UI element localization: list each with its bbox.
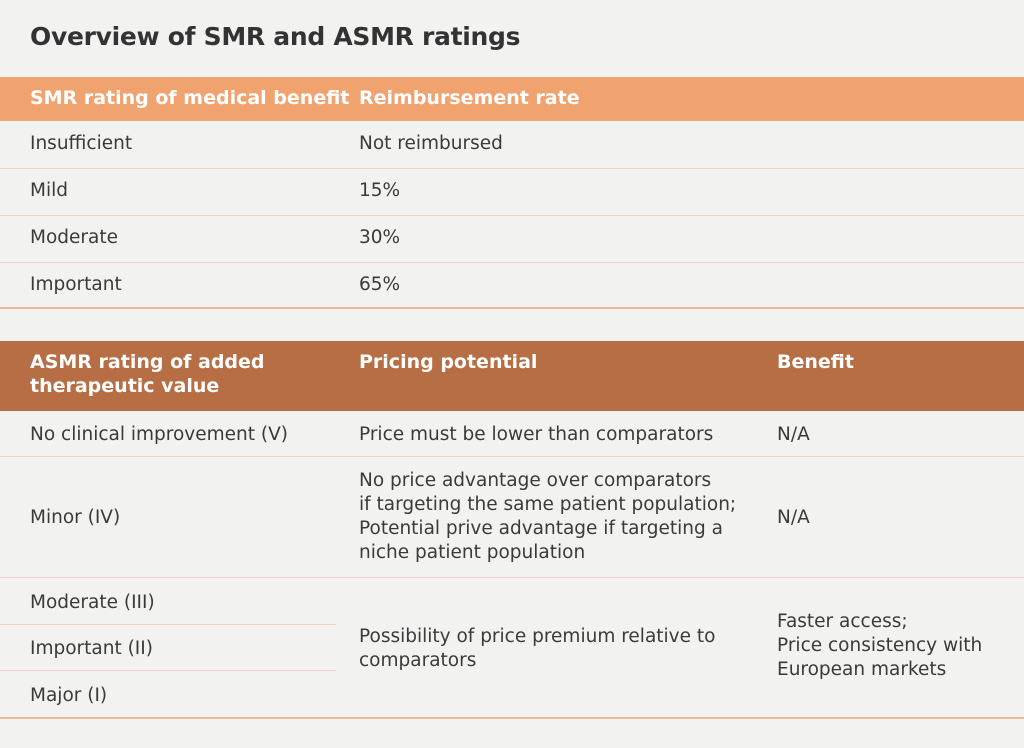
row-divider	[0, 168, 1024, 169]
table-row: Mild 15%	[0, 168, 1024, 215]
asmr-rating: Important (II)	[30, 638, 153, 659]
table-bottom-border	[0, 307, 1024, 309]
smr-rate: 65%	[359, 274, 401, 295]
asmr-rating: No clinical improvement (V)	[30, 424, 288, 445]
benefit-line: Faster access;	[777, 611, 908, 632]
row-divider	[0, 670, 336, 671]
smr-rate: Not reimbursed	[359, 133, 503, 154]
asmr-pricing: Possibility of price premium relative to…	[359, 625, 715, 673]
asmr-benefit: Faster access; Price consistency with Eu…	[777, 610, 982, 682]
pricing-line: if targeting the same patient population…	[359, 494, 737, 515]
row-divider	[0, 262, 1024, 263]
row-divider	[0, 215, 1024, 216]
smr-rate: 15%	[359, 180, 401, 201]
smr-table-header: SMR rating of medical benefit Reimbursem…	[0, 77, 1024, 121]
table-row: Important 65%	[0, 262, 1024, 309]
benefit-line: Price consistency with	[777, 635, 983, 656]
pricing-line: Potential prive advantage if targeting a	[359, 518, 723, 539]
asmr-rating: Moderate (III)	[30, 592, 155, 613]
asmr-rating: Minor (IV)	[30, 507, 121, 528]
benefit-line: European markets	[777, 659, 947, 680]
smr-rate: 30%	[359, 227, 401, 248]
asmr-benefit: N/A	[777, 424, 810, 445]
smr-header-rating: SMR rating of medical benefit	[30, 87, 350, 109]
asmr-table-header: ASMR rating of added therapeutic value P…	[0, 341, 1024, 411]
asmr-header-benefit: Benefit	[777, 351, 854, 373]
row-divider	[0, 456, 1024, 457]
page-title: Overview of SMR and ASMR ratings	[30, 22, 521, 51]
table-bottom-border	[0, 717, 1024, 719]
asmr-header-pricing: Pricing potential	[359, 351, 538, 373]
row-divider	[0, 577, 1024, 578]
asmr-pricing: Price must be lower than comparators	[359, 424, 714, 445]
smr-rating: Mild	[30, 180, 68, 201]
smr-rating: Important	[30, 274, 122, 295]
asmr-pricing: No price advantage over comparators if t…	[359, 469, 736, 565]
smr-rating: Insufficient	[30, 133, 133, 154]
pricing-line: No price advantage over comparators	[359, 470, 712, 491]
table-row: Moderate 30%	[0, 215, 1024, 262]
row-divider	[0, 624, 336, 625]
smr-rating: Moderate	[30, 227, 118, 248]
pricing-line: Possibility of price premium relative to	[359, 626, 716, 647]
pricing-line: niche patient population	[359, 542, 586, 563]
asmr-benefit: N/A	[777, 507, 810, 528]
asmr-rating: Major (I)	[30, 685, 108, 706]
asmr-header-rating: ASMR rating of added therapeutic value	[30, 351, 265, 397]
smr-header-rate: Reimbursement rate	[359, 87, 580, 109]
pricing-line: comparators	[359, 650, 477, 671]
table-row: Insufficient Not reimbursed	[0, 121, 1024, 168]
